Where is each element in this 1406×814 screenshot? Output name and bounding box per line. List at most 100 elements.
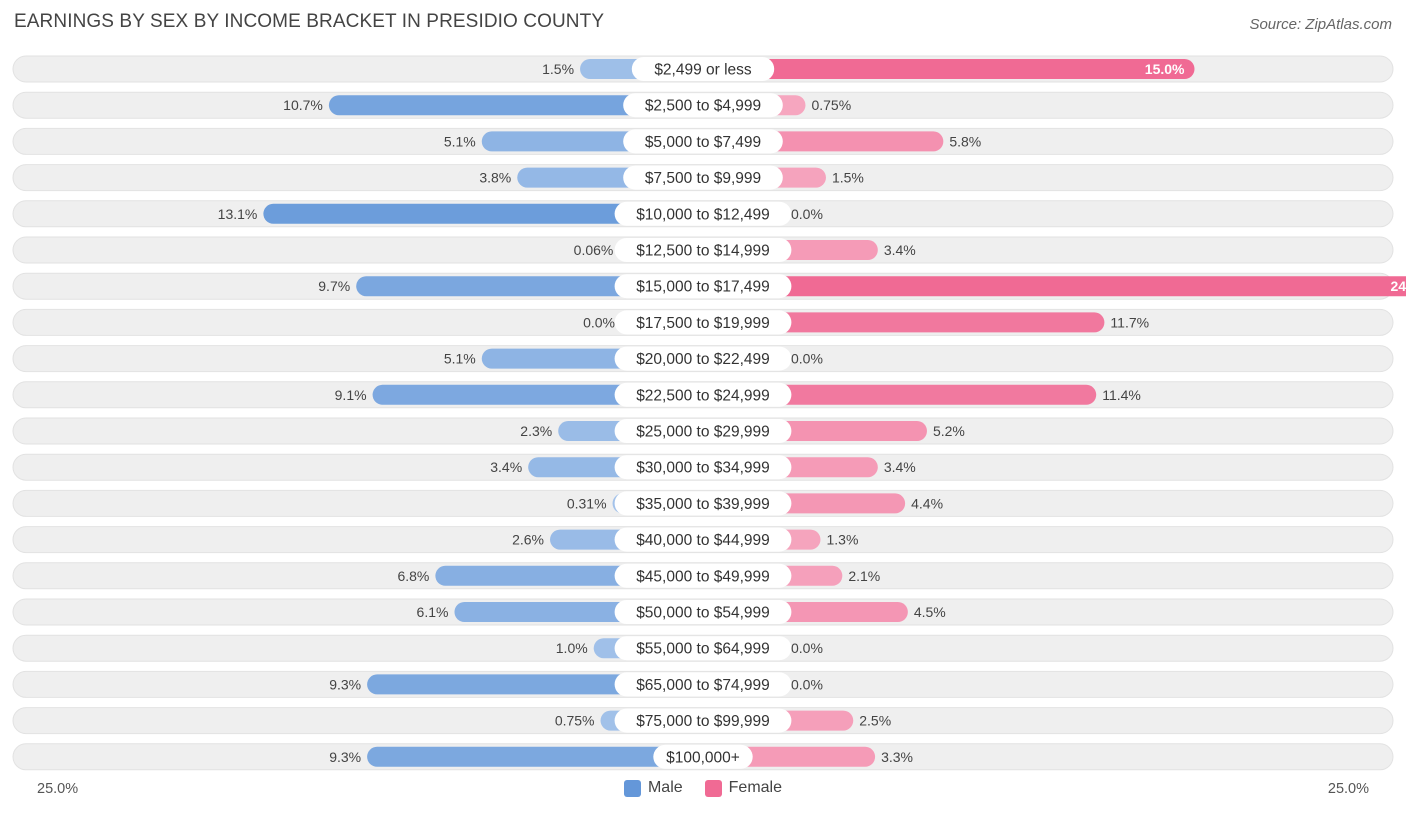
legend-label-female: Female bbox=[728, 779, 783, 796]
male-bar bbox=[367, 746, 703, 767]
category-pill bbox=[614, 419, 792, 443]
bar-row: $20,000 to $22,499 5.1% 0.0% bbox=[12, 345, 1394, 373]
bar-row: $10,000 to $12,499 13.1% 0.0% bbox=[12, 200, 1394, 228]
category-label: $2,500 to $4,999 bbox=[645, 98, 761, 115]
category-label: $25,000 to $29,999 bbox=[636, 424, 770, 441]
axis-max-label: 25.0% bbox=[1327, 781, 1369, 797]
male-value-label: 5.1% bbox=[444, 133, 476, 149]
male-value-label: 3.4% bbox=[490, 459, 522, 475]
female-bar bbox=[703, 59, 1195, 79]
legend-swatch-female bbox=[704, 779, 722, 797]
male-value-label: 9.7% bbox=[318, 278, 350, 294]
male-value-label: 6.1% bbox=[417, 604, 449, 620]
male-bar bbox=[263, 203, 703, 224]
female-value-label: 0.0% bbox=[791, 206, 823, 222]
category-pill bbox=[614, 672, 792, 697]
female-value-label: 11.4% bbox=[1102, 387, 1141, 403]
axis-min-label: 25.0% bbox=[37, 781, 79, 797]
male-value-label: 1.5% bbox=[542, 61, 574, 77]
female-value-label: 3.4% bbox=[884, 242, 916, 258]
bar-row: $7,500 to $9,999 3.8% 1.5% bbox=[12, 164, 1394, 192]
bar-row: $2,499 or less 1.5% 15.0% bbox=[12, 55, 1394, 83]
male-value-label: 0.75% bbox=[555, 713, 595, 729]
category-label: $50,000 to $54,999 bbox=[636, 605, 770, 622]
category-label: $5,000 to $7,499 bbox=[645, 134, 761, 151]
bar-row: $40,000 to $44,999 2.6% 1.3% bbox=[12, 526, 1394, 554]
category-pill bbox=[623, 93, 783, 118]
bar-row: $2,500 to $4,999 10.7% 0.75% bbox=[12, 91, 1394, 119]
female-value-label: 0.0% bbox=[791, 640, 823, 656]
male-value-label: 2.6% bbox=[512, 532, 544, 548]
bar-row: $5,000 to $7,499 5.1% 5.8% bbox=[12, 127, 1394, 155]
category-label: $7,500 to $9,999 bbox=[645, 170, 761, 187]
category-pill bbox=[614, 455, 792, 480]
female-bar bbox=[703, 384, 1097, 405]
legend-item-female: Female bbox=[704, 779, 783, 797]
bar-row: $30,000 to $34,999 3.4% 3.4% bbox=[12, 453, 1394, 481]
male-value-label: 9.1% bbox=[335, 387, 367, 403]
female-value-label: 2.5% bbox=[859, 713, 891, 729]
male-value-label: 5.1% bbox=[444, 351, 476, 367]
male-value-label: 3.8% bbox=[479, 170, 511, 186]
female-value-label: 4.5% bbox=[914, 604, 946, 620]
category-label: $22,500 to $24,999 bbox=[636, 387, 770, 404]
male-value-label: 0.31% bbox=[567, 495, 607, 511]
female-value-label: 24.0% bbox=[1390, 278, 1406, 294]
category-pill bbox=[614, 310, 792, 335]
female-value-label: 0.0% bbox=[791, 351, 823, 367]
female-value-label: 11.7% bbox=[1110, 314, 1149, 330]
category-label: $40,000 to $44,999 bbox=[636, 532, 770, 549]
female-value-label: 2.1% bbox=[848, 568, 880, 584]
category-label: $17,500 to $19,999 bbox=[636, 315, 770, 332]
female-value-label: 4.4% bbox=[911, 495, 943, 511]
bar-row: $45,000 to $49,999 6.8% 2.1% bbox=[12, 562, 1394, 590]
legend-label-male: Male bbox=[647, 779, 683, 796]
female-value-label: 0.75% bbox=[811, 97, 851, 113]
category-pill bbox=[614, 346, 792, 371]
bar-row: $12,500 to $14,999 0.06% 3.4% bbox=[12, 236, 1394, 264]
bar-row: $65,000 to $74,999 9.3% 0.0% bbox=[12, 670, 1394, 698]
category-label: $100,000+ bbox=[666, 749, 740, 766]
legend-swatch-male bbox=[623, 779, 641, 797]
legend-item-male: Male bbox=[623, 779, 683, 797]
male-value-label: 9.3% bbox=[329, 749, 361, 765]
category-label: $35,000 to $39,999 bbox=[636, 496, 770, 513]
male-value-label: 2.3% bbox=[520, 423, 552, 439]
female-value-label: 3.4% bbox=[884, 459, 916, 475]
bar-row: $17,500 to $19,999 0.0% 11.7% bbox=[12, 308, 1394, 336]
category-label: $65,000 to $74,999 bbox=[636, 677, 770, 694]
female-value-label: 15.0% bbox=[1145, 61, 1185, 77]
category-pill bbox=[623, 165, 783, 190]
female-value-label: 5.8% bbox=[949, 133, 981, 149]
category-label: $12,500 to $14,999 bbox=[636, 243, 770, 260]
category-pill bbox=[623, 129, 783, 154]
category-label: $10,000 to $12,499 bbox=[636, 206, 770, 223]
female-value-label: 3.3% bbox=[881, 749, 913, 765]
male-value-label: 9.3% bbox=[329, 676, 361, 692]
category-pill bbox=[631, 57, 775, 81]
bar-row: $50,000 to $54,999 6.1% 4.5% bbox=[12, 598, 1394, 626]
category-label: $30,000 to $34,999 bbox=[636, 460, 770, 477]
male-value-label: 6.8% bbox=[397, 568, 429, 584]
category-pill bbox=[614, 201, 792, 226]
category-label: $15,000 to $17,499 bbox=[636, 279, 770, 296]
category-label: $75,000 to $99,999 bbox=[636, 713, 770, 730]
bar-row: $35,000 to $39,999 0.31% 4.4% bbox=[12, 489, 1394, 517]
male-value-label: 0.0% bbox=[583, 314, 615, 330]
male-bar bbox=[328, 95, 703, 116]
bar-row: $25,000 to $29,999 2.3% 5.2% bbox=[12, 417, 1394, 445]
female-value-label: 5.2% bbox=[933, 423, 965, 439]
bar-row: $55,000 to $64,999 1.0% 0.0% bbox=[12, 634, 1394, 662]
category-pill bbox=[614, 382, 792, 407]
category-label: $20,000 to $22,499 bbox=[636, 351, 770, 368]
male-value-label: 10.7% bbox=[283, 97, 323, 113]
category-pill bbox=[614, 274, 792, 299]
male-value-label: 13.1% bbox=[218, 206, 258, 222]
category-label: $55,000 to $64,999 bbox=[636, 641, 770, 658]
category-label: $2,499 or less bbox=[654, 62, 752, 79]
category-pill bbox=[614, 238, 792, 262]
source-credit: Source: ZipAtlas.com bbox=[1249, 16, 1392, 33]
legend: Male Female bbox=[0, 779, 1406, 797]
category-pill bbox=[614, 600, 792, 624]
